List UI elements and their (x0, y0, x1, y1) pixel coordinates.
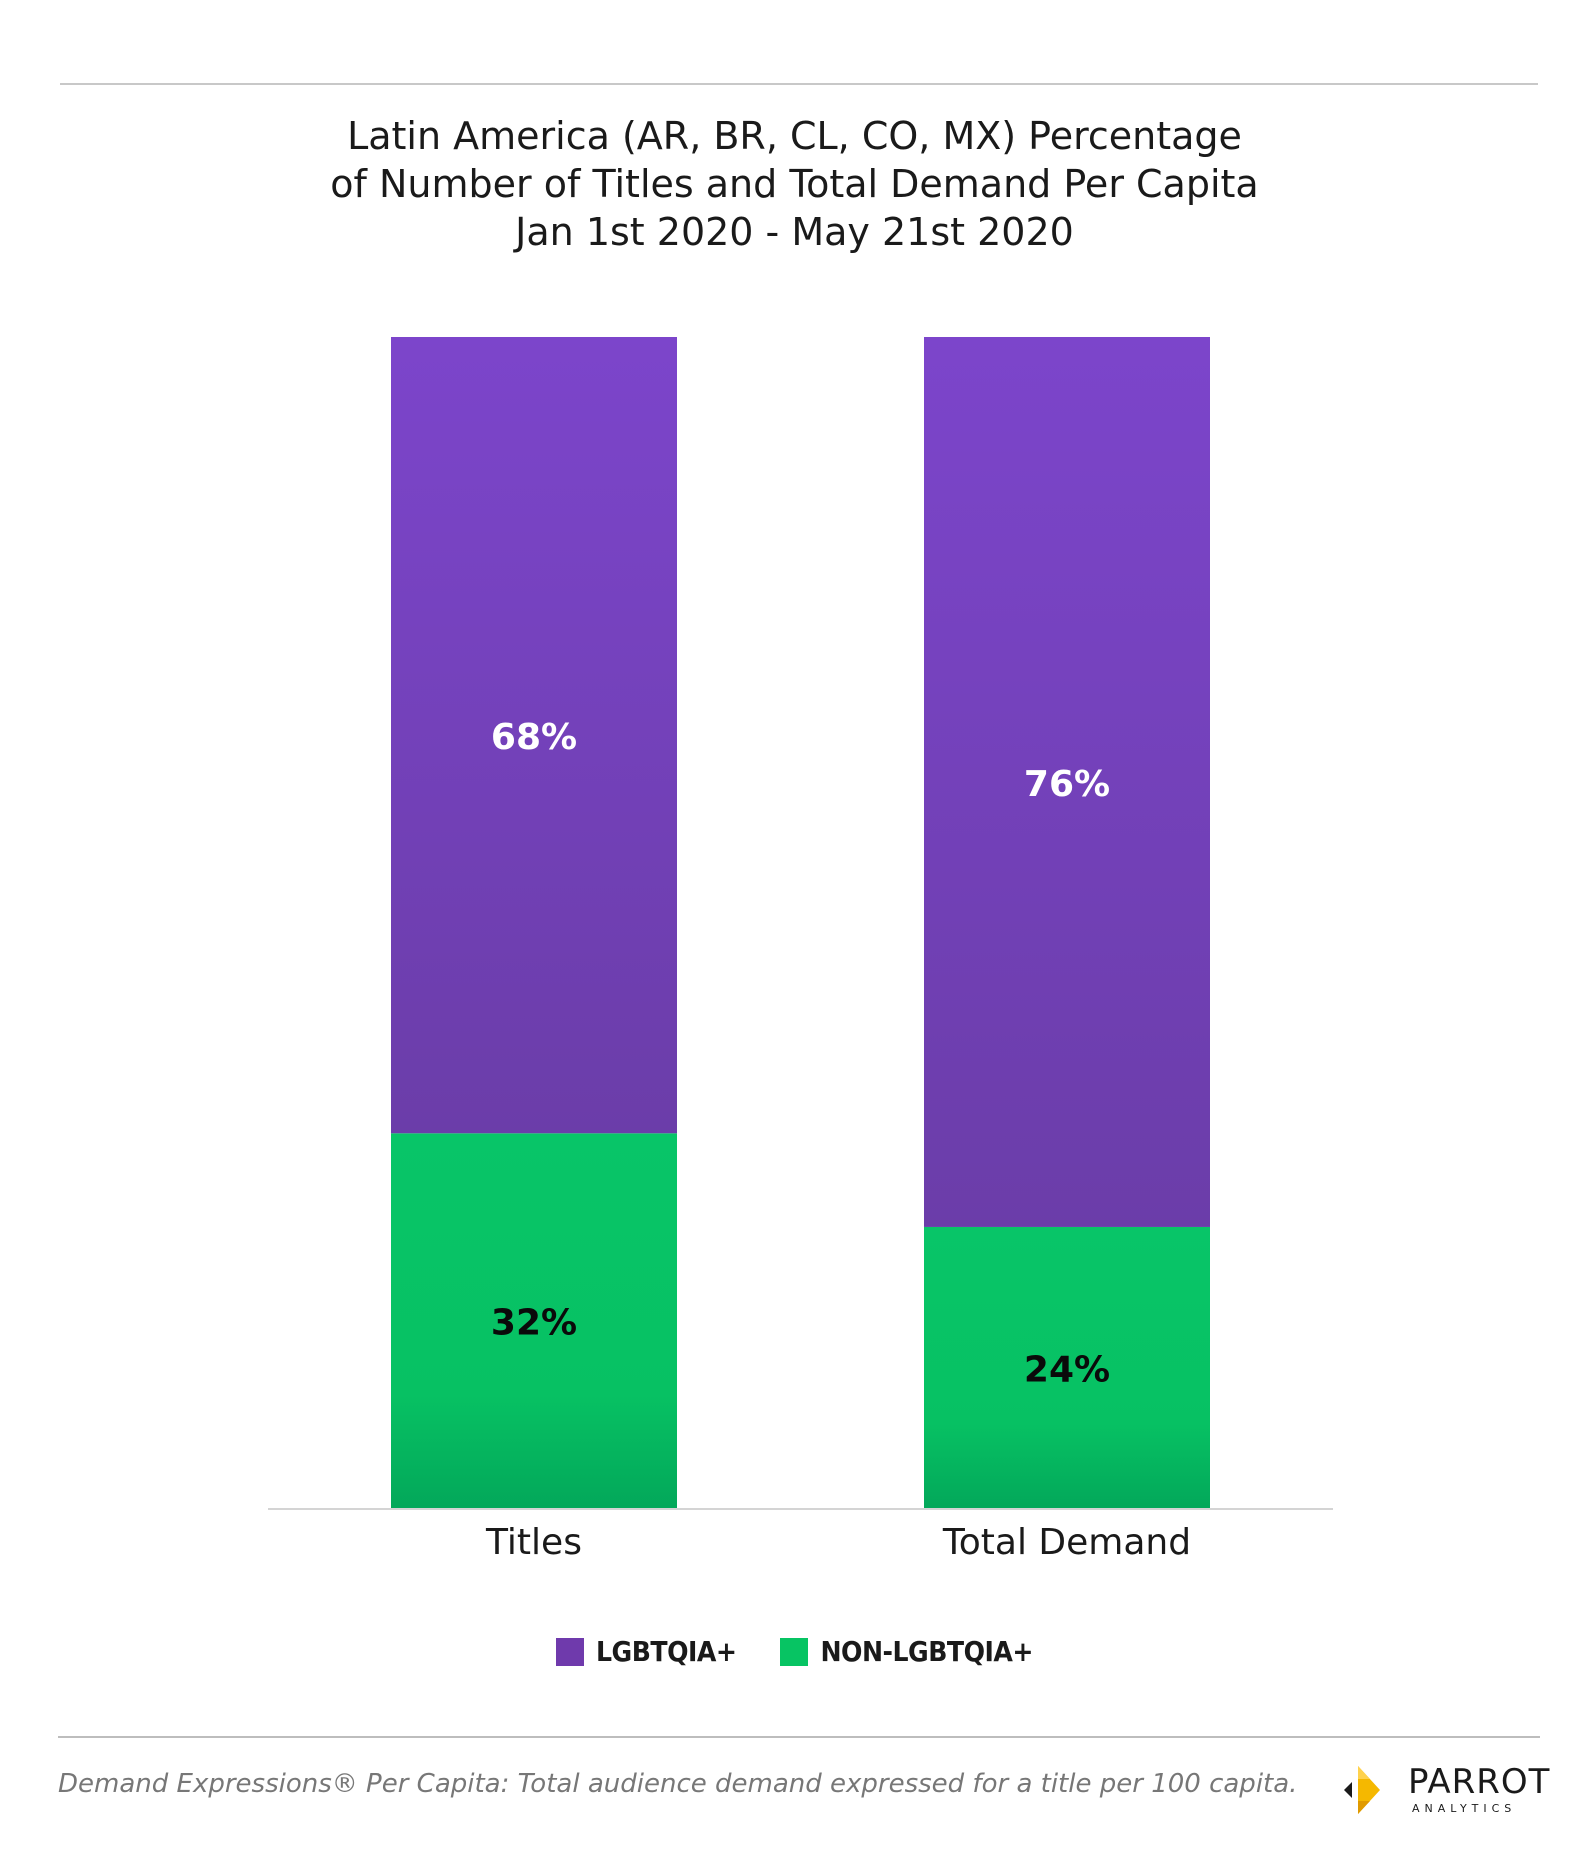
legend-label-non-lgbtqia: NON-LGBTQIA+ (820, 1635, 1033, 1668)
parrot-logo-icon (1344, 1766, 1380, 1814)
brand-logo: PARROT ANALYTICS (1340, 1762, 1549, 1818)
labels-layer: 32% 68% Titles 24% 76% Total Demand (485, 717, 1191, 1563)
legend-swatch-non-lgbtqia (780, 1637, 809, 1666)
bar-segment-non-lgbtqia-0 (391, 1133, 677, 1508)
stacked-bar-chart: 32% 68% Titles 24% 76% Total Demand (268, 337, 1333, 1563)
bar-segment-non-lgbtqia-1 (924, 1226, 1210, 1508)
x-tick-label-1: Total Demand (942, 1522, 1191, 1563)
legend: LGBTQIA+ NON-LGBTQIA+ (0, 1635, 1589, 1668)
data-label-lgbtqia-1: 76% (1024, 764, 1110, 805)
bar-segment-lgbtqia-0 (391, 337, 677, 1134)
bars-layer (391, 337, 1210, 1508)
legend-label-lgbtqia: LGBTQIA+ (595, 1635, 737, 1668)
brand-name: PARROT (1408, 1762, 1551, 1802)
legend-swatch-lgbtqia (555, 1637, 584, 1666)
legend-item-lgbtqia: LGBTQIA+ (555, 1635, 737, 1668)
x-tick-label-0: Titles (485, 1522, 582, 1563)
bottom-divider (58, 1736, 1540, 1738)
chart-title: Latin America (AR, BR, CL, CO, MX) Perce… (0, 112, 1589, 256)
chart-title-line-3: Jan 1st 2020 - May 21st 2020 (515, 210, 1074, 254)
bar-segment-lgbtqia-1 (924, 337, 1210, 1227)
chart-title-line-1: Latin America (AR, BR, CL, CO, MX) Perce… (347, 114, 1242, 158)
data-label-non-lgbtqia-0: 32% (491, 1303, 577, 1344)
chart-title-line-2: of Number of Titles and Total Demand Per… (330, 162, 1259, 206)
legend-item-non-lgbtqia: NON-LGBTQIA+ (780, 1635, 1033, 1668)
top-divider (60, 83, 1538, 85)
footnote: Demand Expressions® Per Capita: Total au… (58, 1769, 1298, 1799)
data-label-non-lgbtqia-1: 24% (1024, 1349, 1110, 1390)
data-label-lgbtqia-0: 68% (491, 717, 577, 758)
brand-subtitle: ANALYTICS (1412, 1802, 1517, 1815)
